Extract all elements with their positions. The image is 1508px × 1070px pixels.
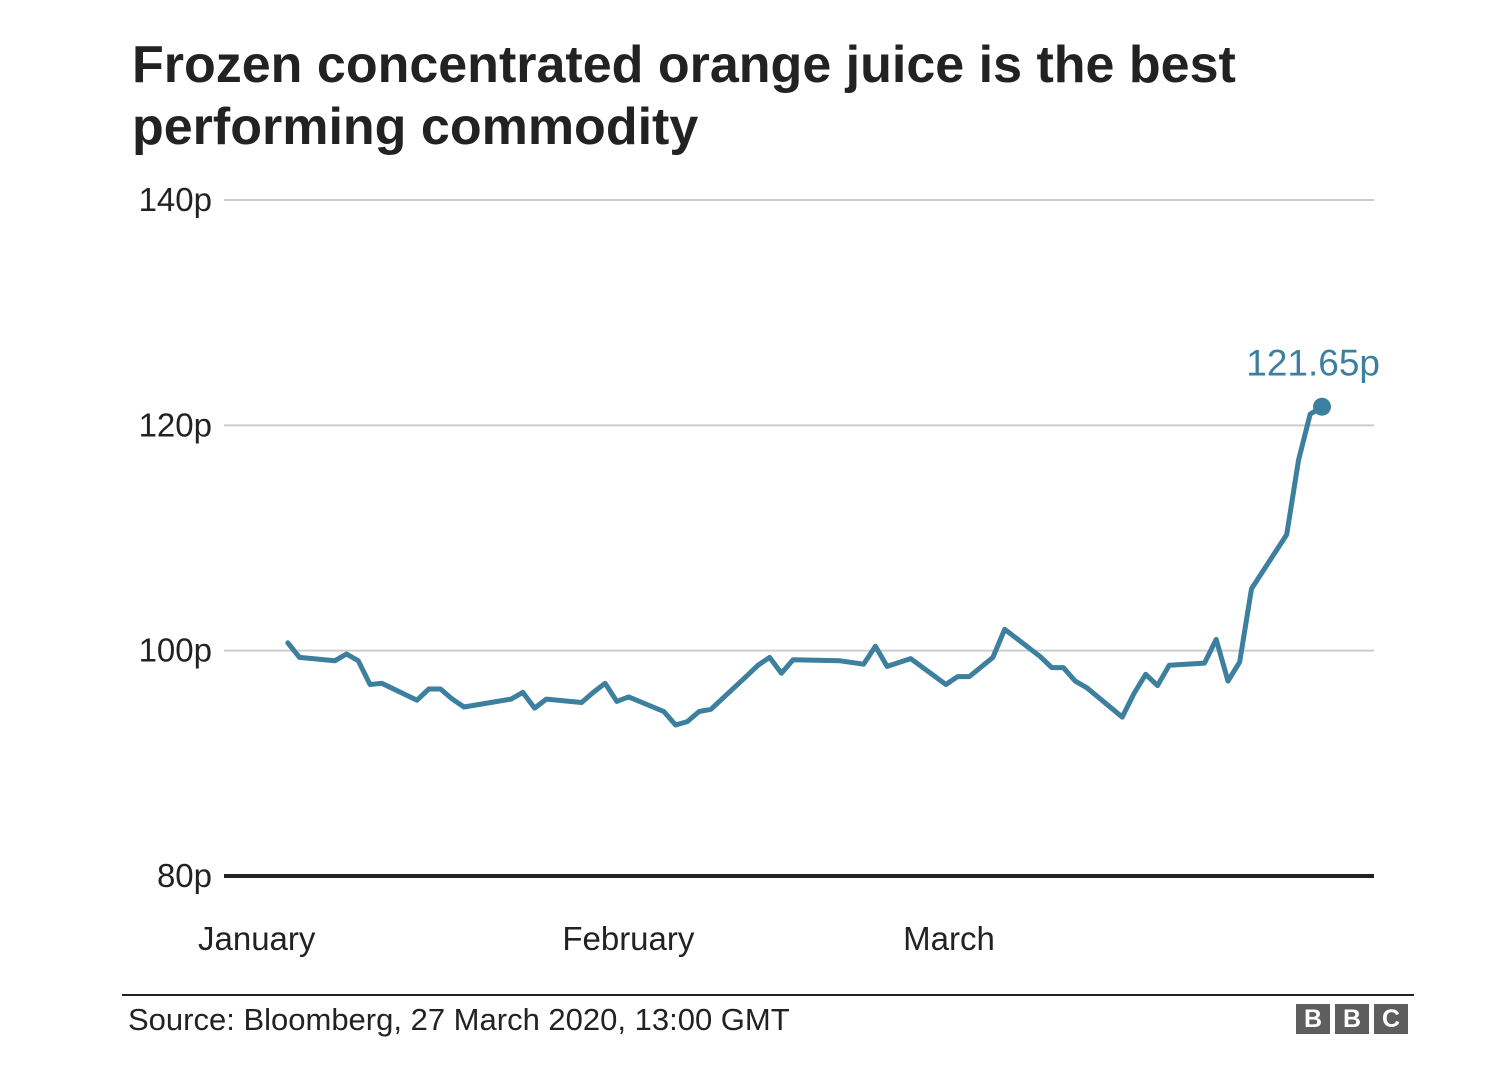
series-line [285,404,1325,728]
y-tick-label: 140p [139,181,212,218]
x-axis-tick-labels: January February March [198,920,995,957]
chart: 80p 100p 120p 140p January February March 121… [139,181,1380,957]
source-note: Source: Bloomberg, 27 March 2020, 13:00 … [128,1002,790,1037]
y-axis-tick-labels: 80p 100p 120p 140p [139,181,212,894]
gridlines [224,199,1374,878]
x-tick-label: January [198,920,316,957]
x-tick-label: March [903,920,995,957]
end-value-label: 121.65p [1246,343,1380,384]
logo-letter: B [1296,1004,1330,1034]
footer-divider [122,994,1414,996]
y-tick-label: 80p [157,857,212,894]
logo-letter: B [1335,1004,1369,1034]
y-tick-label: 100p [139,632,212,669]
end-point-marker [1313,397,1331,416]
chart-title: Frozen concentrated orange juice is the … [132,36,1236,156]
bbc-logo: B B C [1296,1004,1408,1034]
series: 121.65p [285,343,1380,728]
y-tick-label: 120p [139,406,212,443]
x-tick-label: February [562,920,695,957]
logo-letter: C [1374,1004,1408,1034]
